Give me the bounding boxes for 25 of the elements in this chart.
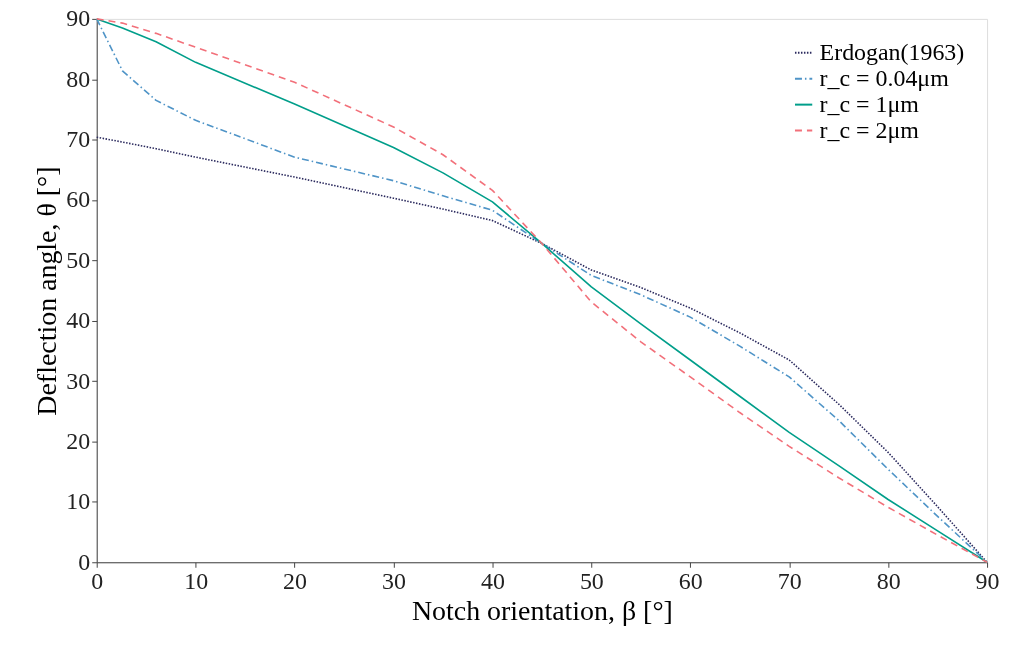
x-tick-label: 80 — [876, 567, 901, 594]
y-axis-title: Deflection angle, θ [°] — [31, 166, 63, 416]
y-tick-label: 80 — [66, 65, 91, 92]
x-tick-label: 60 — [678, 567, 703, 594]
y-tick-label: 30 — [66, 367, 91, 394]
x-tick-label: 10 — [184, 567, 209, 594]
y-tick-label: 20 — [66, 427, 91, 454]
x-tick-label: 20 — [283, 567, 308, 594]
y-tick-label: 90 — [66, 5, 91, 32]
x-tick-label: 50 — [579, 567, 604, 594]
y-tick-label: 40 — [66, 307, 91, 334]
legend-label: Erdogan(1963) — [819, 38, 965, 65]
legend-label: r_c = 2μm — [819, 116, 920, 143]
y-tick-label: 60 — [66, 186, 91, 213]
legend-label: r_c = 0.04μm — [819, 64, 950, 91]
y-tick-label: 0 — [78, 548, 91, 575]
x-axis-title: Notch orientation, β [°] — [411, 594, 673, 626]
y-tick-label: 50 — [66, 246, 91, 273]
x-tick-label: 30 — [382, 567, 406, 594]
x-tick-label: 90 — [975, 567, 1000, 594]
y-tick-label: 10 — [66, 488, 91, 515]
x-tick-label: 40 — [480, 567, 505, 594]
x-tick-label: 70 — [777, 567, 802, 594]
y-tick-label: 70 — [66, 126, 91, 153]
legend-label: r_c = 1μm — [819, 90, 920, 117]
